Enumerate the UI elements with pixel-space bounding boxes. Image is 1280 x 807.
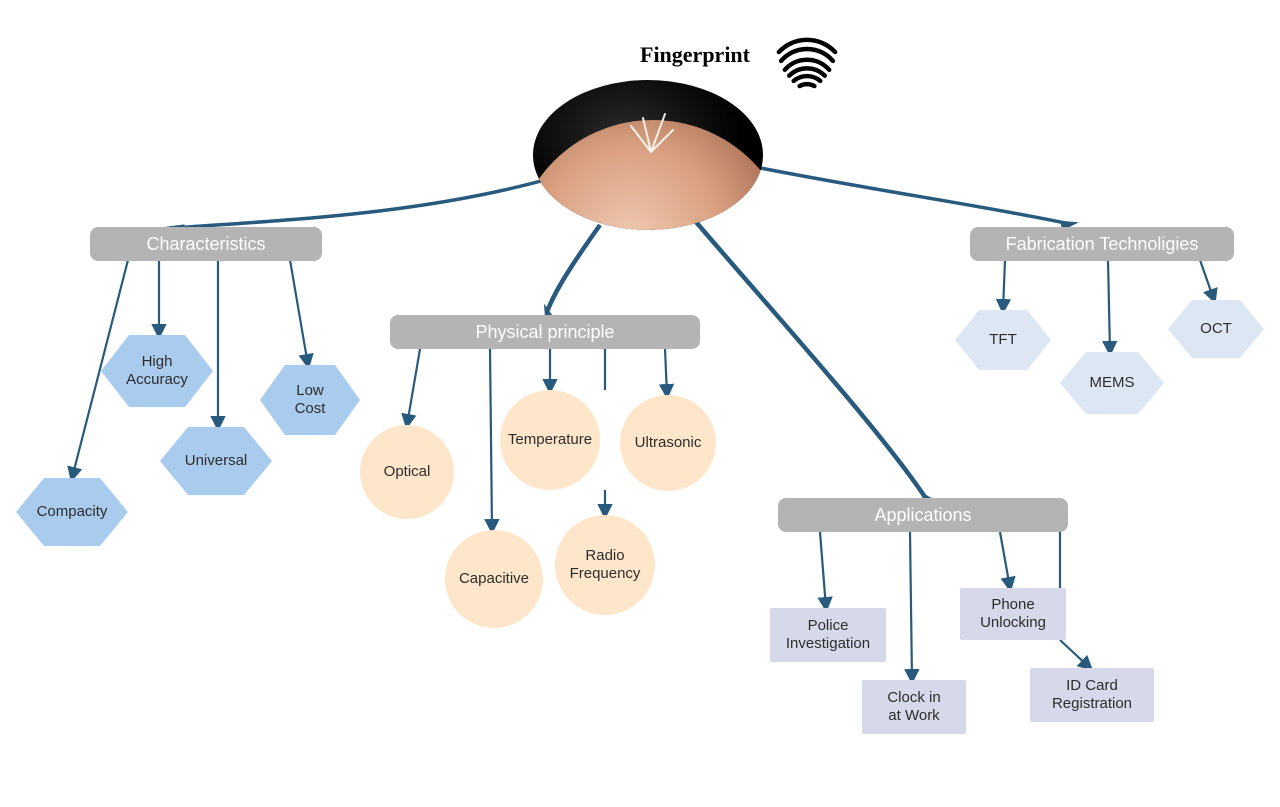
category-header-characteristics: Characteristics [90, 227, 322, 261]
node-applications-2: PhoneUnlocking [960, 588, 1066, 640]
node-characteristics-0: Compacity [16, 478, 128, 546]
node-characteristics-3: LowCost [260, 365, 360, 435]
node-physical-0: Optical [360, 425, 454, 519]
center-image [533, 80, 763, 230]
node-physical-4: Ultrasonic [620, 395, 716, 491]
fingerprint-icon [770, 18, 844, 97]
node-applications-1: Clock inat Work [862, 680, 966, 734]
node-physical-3: RadioFrequency [555, 515, 655, 615]
node-characteristics-1: HighAccuracy [101, 335, 213, 407]
node-physical-2: Temperature [500, 390, 600, 490]
node-applications-3: ID CardRegistration [1030, 668, 1154, 722]
node-physical-1: Capacitive [445, 530, 543, 628]
node-fabrication-1: MEMS [1060, 352, 1164, 414]
diagram-title: Fingerprint [640, 42, 750, 68]
node-applications-0: PoliceInvestigation [770, 608, 886, 662]
category-header-fabrication: Fabrication Technoligies [970, 227, 1234, 261]
node-characteristics-2: Universal [160, 427, 272, 495]
category-header-applications: Applications [778, 498, 1068, 532]
category-header-physical: Physical principle [390, 315, 700, 349]
node-fabrication-2: OCT [1168, 300, 1264, 358]
node-fabrication-0: TFT [955, 310, 1051, 370]
